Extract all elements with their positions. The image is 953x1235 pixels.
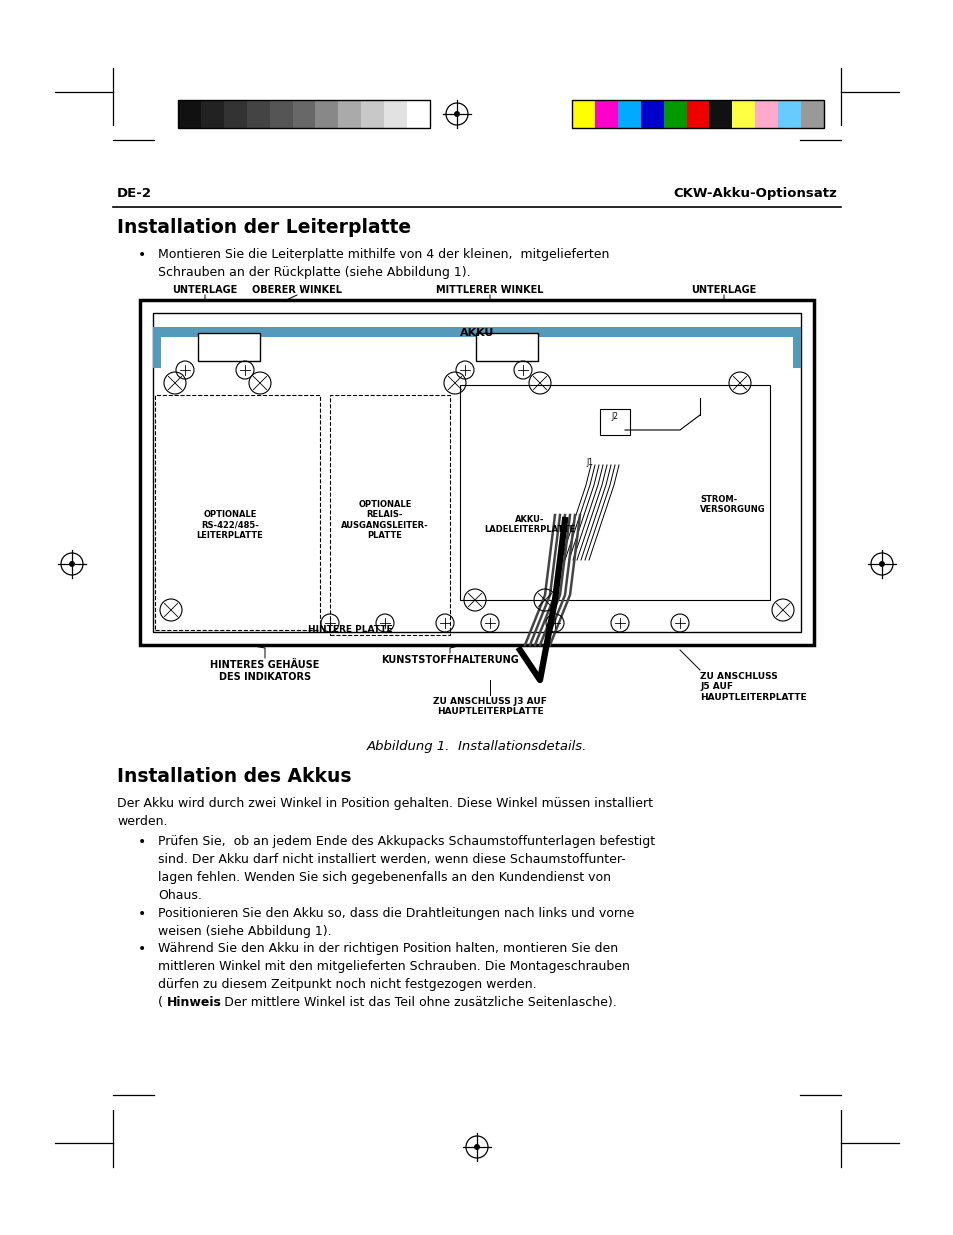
- Bar: [709, 100, 732, 128]
- Bar: [178, 100, 430, 128]
- Bar: [599, 409, 629, 435]
- Text: Positionieren Sie den Akku so, dass die Drahtleitungen nach links und vorne
weis: Positionieren Sie den Akku so, dass die …: [158, 906, 634, 939]
- Text: Hinweis: Hinweis: [167, 995, 222, 1009]
- Text: AKKU: AKKU: [459, 329, 494, 338]
- Text: Installation der Leiterplatte: Installation der Leiterplatte: [117, 219, 411, 237]
- Bar: [315, 100, 338, 128]
- Text: OPTIONALE
RELAIS-
AUSGANGSLEITER-
PLATTE: OPTIONALE RELAIS- AUSGANGSLEITER- PLATTE: [341, 500, 429, 540]
- Bar: [459, 385, 769, 600]
- Text: Montieren Sie die Leiterplatte mithilfe von 4 der kleinen,  mitgelieferten
Schra: Montieren Sie die Leiterplatte mithilfe …: [158, 248, 609, 279]
- Text: AKKU-
LADELEITERPLATTE: AKKU- LADELEITERPLATTE: [484, 515, 575, 535]
- Bar: [755, 100, 778, 128]
- Text: KUNSTSTOFFHALTERUNG: KUNSTSTOFFHALTERUNG: [381, 655, 518, 664]
- Text: OBERER WINKEL: OBERER WINKEL: [252, 285, 341, 295]
- Bar: [361, 100, 384, 128]
- Bar: [178, 100, 201, 128]
- Bar: [293, 100, 315, 128]
- Text: J1: J1: [586, 458, 593, 467]
- Text: HINTERE PLATTE: HINTERE PLATTE: [308, 625, 392, 635]
- Text: •: •: [138, 248, 146, 262]
- Text: •: •: [138, 835, 146, 848]
- Bar: [663, 100, 686, 128]
- Bar: [407, 100, 430, 128]
- Bar: [732, 100, 755, 128]
- Bar: [330, 395, 450, 635]
- Circle shape: [454, 111, 459, 117]
- Bar: [572, 100, 823, 128]
- Text: UNTERLAGE: UNTERLAGE: [691, 285, 756, 295]
- Bar: [618, 100, 640, 128]
- Bar: [338, 100, 361, 128]
- Bar: [686, 100, 709, 128]
- Bar: [778, 100, 801, 128]
- Bar: [201, 100, 224, 128]
- Bar: [152, 327, 801, 337]
- Text: OPTIONALE
RS-422/485-
LEITERPLATTE: OPTIONALE RS-422/485- LEITERPLATTE: [196, 510, 263, 540]
- Bar: [247, 100, 270, 128]
- Text: Installation des Akkus: Installation des Akkus: [117, 767, 351, 785]
- Text: Während Sie den Akku in der richtigen Position halten, montieren Sie den
mittler: Während Sie den Akku in der richtigen Po…: [158, 942, 629, 990]
- Bar: [595, 100, 618, 128]
- Text: (: (: [158, 995, 163, 1009]
- Bar: [224, 100, 247, 128]
- Text: Prüfen Sie,  ob an jedem Ende des Akkupacks Schaumstoffunterlagen befestigt
sind: Prüfen Sie, ob an jedem Ende des Akkupac…: [158, 835, 655, 902]
- Bar: [640, 100, 663, 128]
- Text: Der Akku wird durch zwei Winkel in Position gehalten. Diese Winkel müssen instal: Der Akku wird durch zwei Winkel in Posit…: [117, 797, 652, 827]
- Text: MITTLERER WINKEL: MITTLERER WINKEL: [436, 285, 543, 295]
- Bar: [270, 100, 293, 128]
- Circle shape: [474, 1144, 479, 1150]
- Text: : Der mittlere Winkel ist das Teil ohne zusätzliche Seitenlasche).: : Der mittlere Winkel ist das Teil ohne …: [215, 995, 616, 1009]
- Text: ZU ANSCHLUSS
J5 AUF
HAUPTLEITERPLATTE: ZU ANSCHLUSS J5 AUF HAUPTLEITERPLATTE: [700, 672, 806, 701]
- Circle shape: [878, 561, 884, 567]
- Text: Abbildung 1.  Installationsdetails.: Abbildung 1. Installationsdetails.: [366, 740, 587, 753]
- Bar: [152, 330, 161, 368]
- Text: DE-2: DE-2: [117, 186, 152, 200]
- Bar: [140, 300, 813, 645]
- Text: •: •: [138, 906, 146, 921]
- Circle shape: [69, 561, 75, 567]
- Bar: [801, 100, 823, 128]
- Text: CKW-Akku-Optionsatz: CKW-Akku-Optionsatz: [673, 186, 836, 200]
- Bar: [572, 100, 595, 128]
- Text: ZU ANSCHLUSS J3 AUF
HAUPTLEITERPLATTE: ZU ANSCHLUSS J3 AUF HAUPTLEITERPLATTE: [433, 697, 546, 716]
- Bar: [476, 333, 537, 361]
- Text: STROM-
VERSORGUNG: STROM- VERSORGUNG: [700, 495, 765, 515]
- Bar: [792, 330, 801, 368]
- Bar: [384, 100, 407, 128]
- Text: HINTERES GEHÄUSE
DES INDIKATORS: HINTERES GEHÄUSE DES INDIKATORS: [210, 659, 319, 682]
- Bar: [154, 395, 319, 630]
- Bar: [198, 333, 260, 361]
- Text: J2: J2: [611, 412, 618, 421]
- Text: •: •: [138, 942, 146, 956]
- Bar: [152, 312, 801, 632]
- Text: UNTERLAGE: UNTERLAGE: [172, 285, 237, 295]
